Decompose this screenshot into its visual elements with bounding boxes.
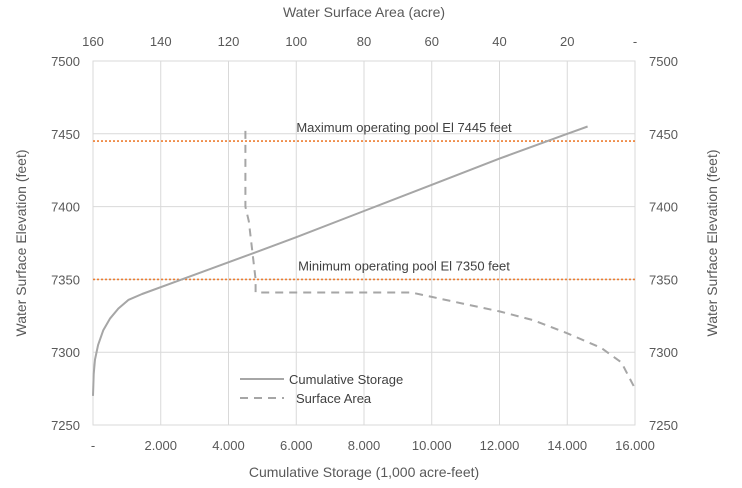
y2-axis-title: Water Surface Elevation (feet) (704, 149, 720, 336)
x2-tick-label: 60 (425, 34, 439, 49)
series-group (92, 125, 636, 396)
y2-tick-label: 7450 (649, 127, 678, 142)
x-tick-label: 14.000 (547, 438, 587, 453)
series-line-surface-area (244, 130, 636, 390)
y-axis-title: Water Surface Elevation (feet) (13, 149, 29, 336)
x-tick-label: 12.000 (480, 438, 520, 453)
x2-axis-title: Water Surface Area (acre) (283, 4, 445, 20)
y2-tick-label: 7350 (649, 272, 678, 287)
x2-tick-label: 100 (285, 34, 307, 49)
y2-tick-label: 7400 (649, 200, 678, 215)
x-tick-label: 16.000 (615, 438, 655, 453)
plot-frame (92, 60, 636, 426)
y2-tick-label: 7300 (649, 345, 678, 360)
x2-tick-label: 20 (560, 34, 574, 49)
x-tick-label: 2.000 (144, 438, 177, 453)
grid (93, 60, 635, 426)
x-tick-label: 4.000 (212, 438, 245, 453)
legend-label-surface-area: Surface Area (296, 391, 372, 406)
x-tick-label: 6.000 (280, 438, 313, 453)
y-tick-label: 7400 (51, 200, 80, 215)
x-tick-label: 10.000 (412, 438, 452, 453)
x-axis-title: Cumulative Storage (1,000 acre-feet) (249, 464, 479, 480)
y-tick-label: 7300 (51, 345, 80, 360)
y-tick-label: 7250 (51, 418, 80, 433)
x-tick-label: 8.000 (348, 438, 381, 453)
legend-label-cumulative-storage: Cumulative Storage (289, 372, 403, 387)
reference-line-label: Minimum operating pool El 7350 feet (298, 258, 510, 273)
x2-tick-label: - (633, 34, 637, 49)
y-tick-label: 7350 (51, 272, 80, 287)
y-tick-label: 7450 (51, 127, 80, 142)
x2-tick-label: 80 (357, 34, 371, 49)
tick-labels: 7250 7250 7300 7300 7350 7350 7400 7400 7450 7450… (51, 34, 678, 453)
y-tick-label: 7500 (51, 54, 80, 69)
x2-tick-label: 40 (492, 34, 506, 49)
x2-tick-label: 120 (218, 34, 240, 49)
reference-line-label: Maximum operating pool El 7445 feet (296, 120, 512, 135)
x2-tick-label: 160 (82, 34, 104, 49)
x-tick-label: - (91, 438, 95, 453)
series-line-cumulative-storage (92, 125, 588, 396)
legend: Cumulative Storage Surface Area (240, 372, 403, 406)
y2-tick-label: 7500 (649, 54, 678, 69)
reference-lines: Maximum operating pool El 7445 feet Minim… (93, 120, 635, 281)
x2-tick-label: 140 (150, 34, 172, 49)
y2-tick-label: 7250 (649, 418, 678, 433)
